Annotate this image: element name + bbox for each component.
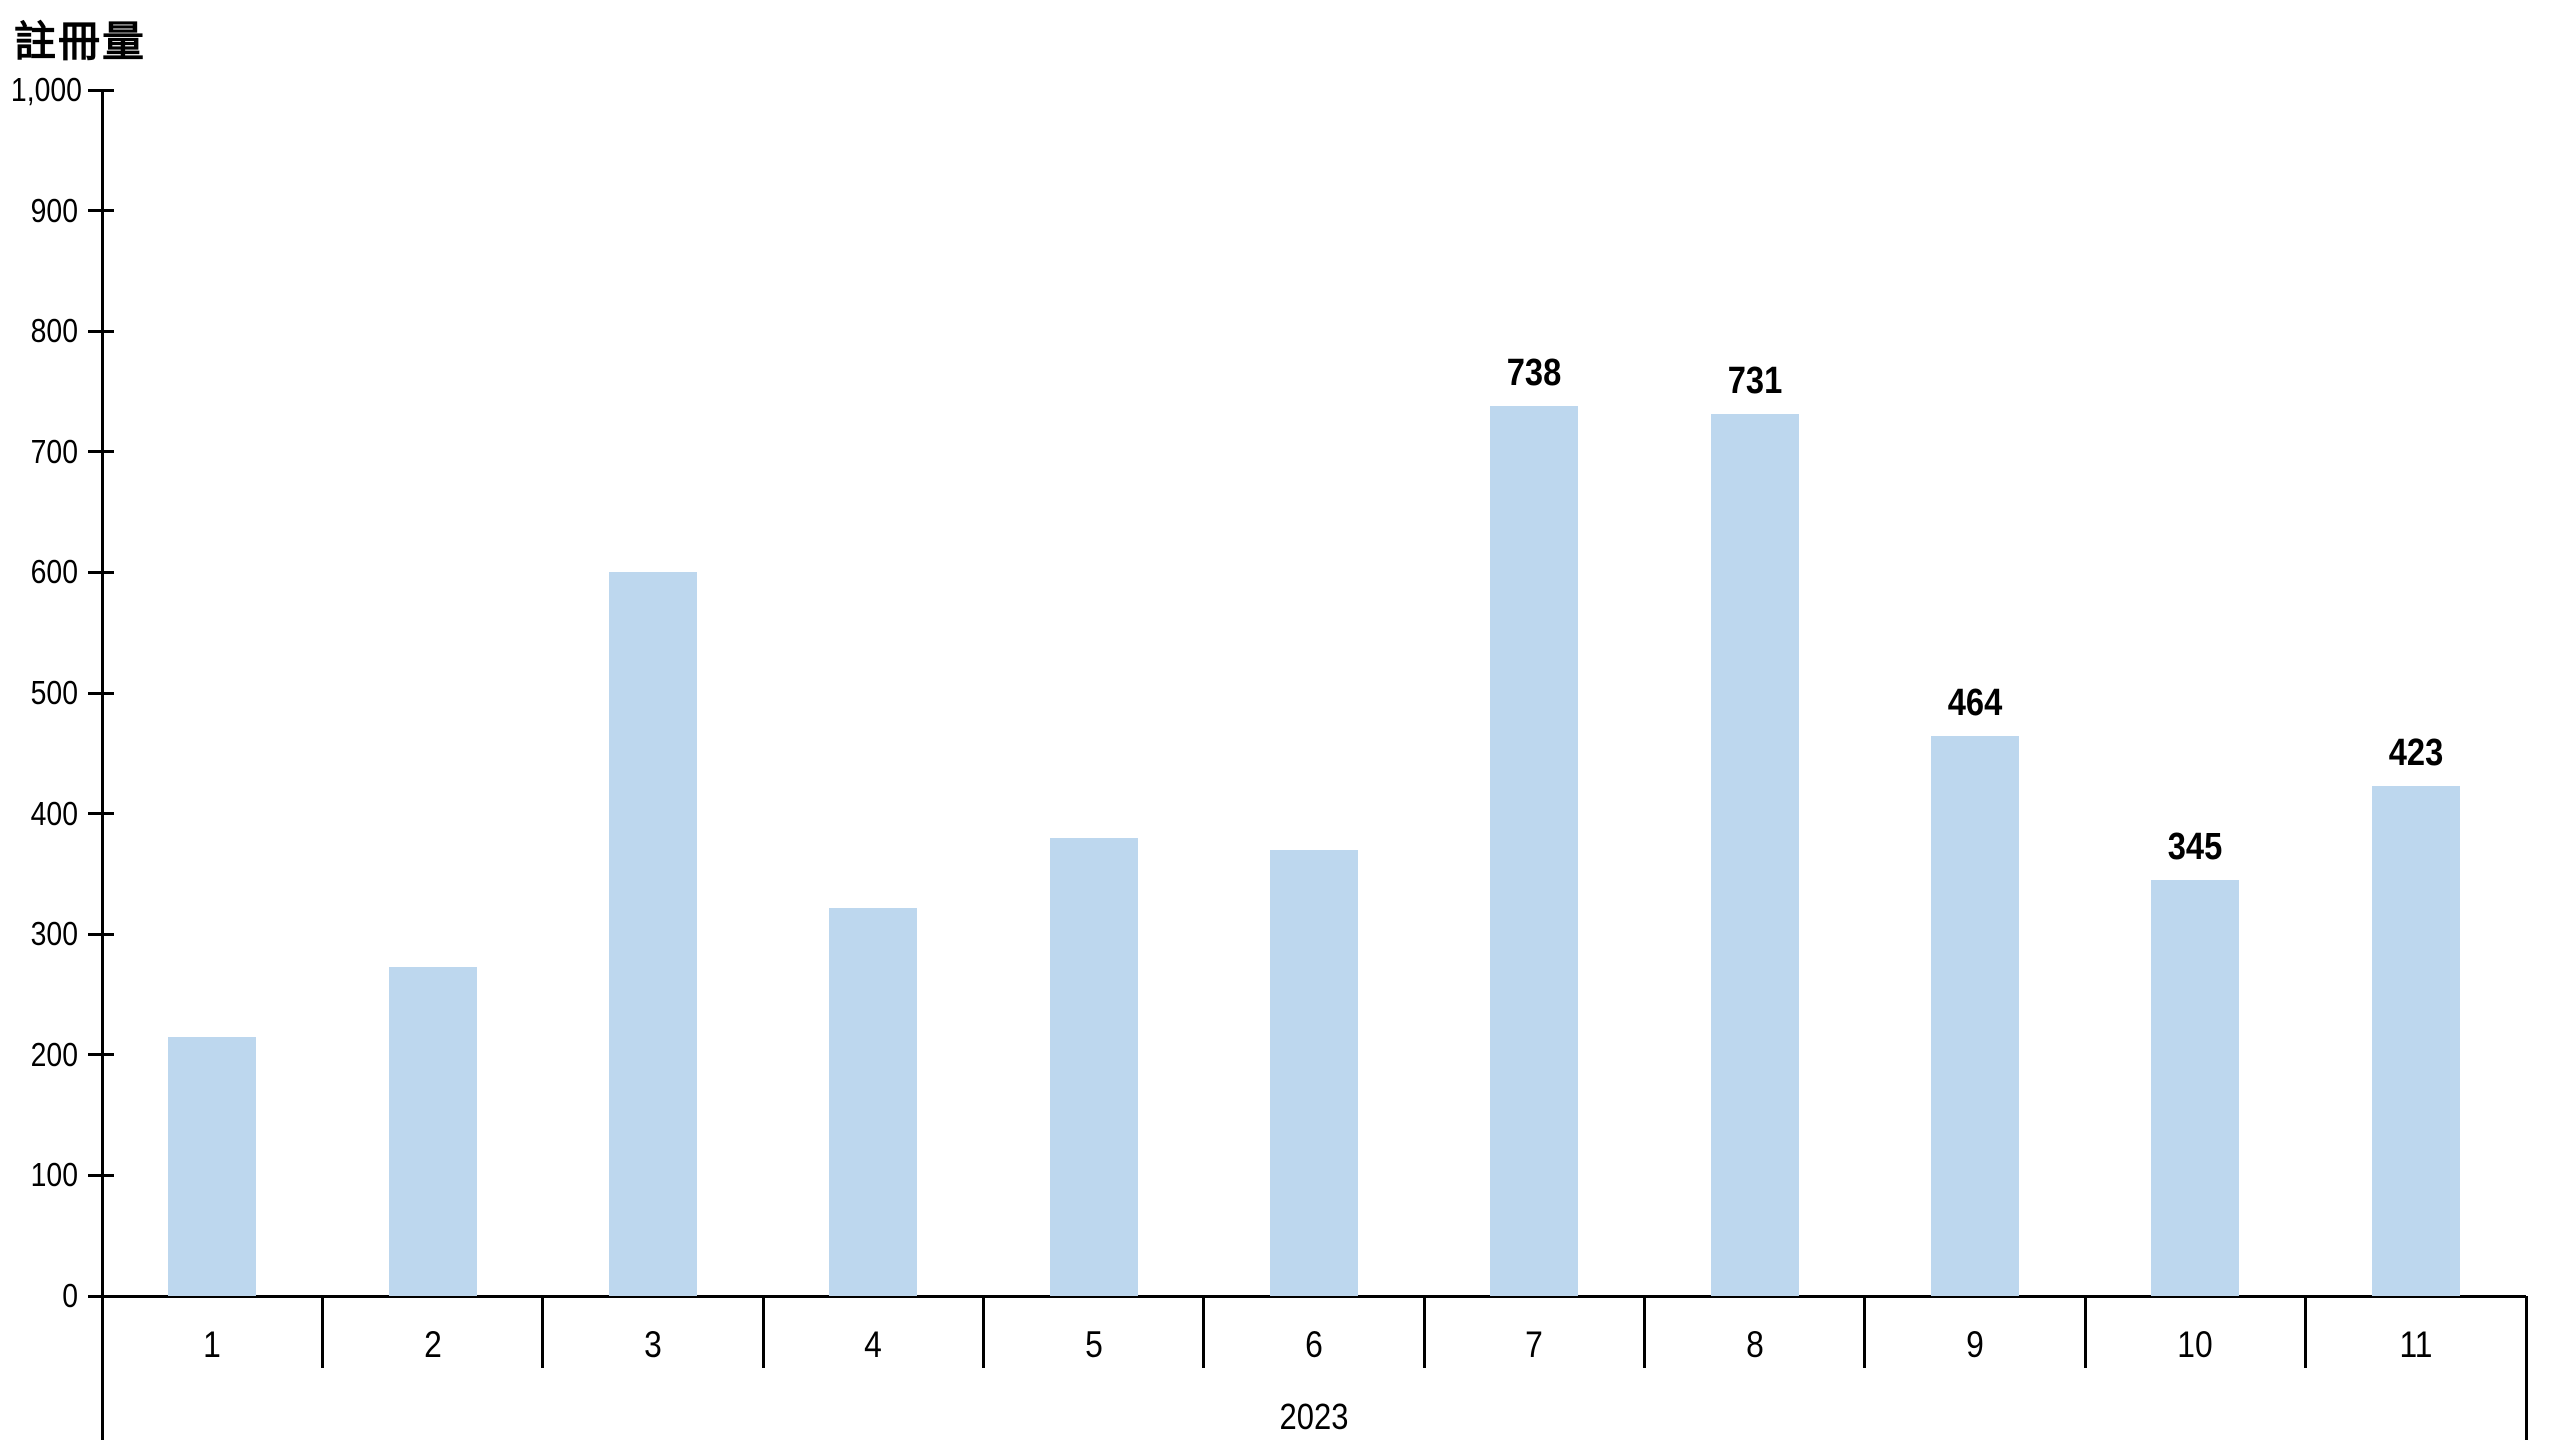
y-axis-tick	[88, 1053, 114, 1056]
bar	[2151, 880, 2239, 1296]
category-separator	[1863, 1296, 1866, 1368]
y-axis-tick	[88, 692, 114, 695]
category-separator	[1643, 1296, 1646, 1368]
category-separator	[1202, 1296, 1205, 1368]
bar-value-label: 423	[2388, 732, 2444, 774]
bar-value-label: 345	[2167, 826, 2223, 868]
category-separator	[1423, 1296, 1426, 1368]
y-axis-tick-label: 1,000	[10, 71, 82, 108]
y-axis-tick	[88, 330, 114, 333]
x-axis-line	[88, 1295, 2526, 1298]
y-axis-tick	[88, 89, 114, 92]
x-axis-category-label: 5	[1085, 1324, 1103, 1365]
y-axis-tick-label: 100	[30, 1156, 78, 1193]
y-axis-tick	[88, 571, 114, 574]
x-axis-right-boundary	[2525, 1296, 2528, 1440]
y-axis-tick	[88, 1174, 114, 1177]
x-axis-category-label: 7	[1525, 1324, 1543, 1365]
y-axis-tick-label: 200	[30, 1036, 78, 1073]
y-axis-tick	[88, 1295, 114, 1298]
bar	[1050, 838, 1138, 1296]
y-axis-tick-label: 400	[30, 795, 78, 832]
y-axis-tick-label: 600	[30, 553, 78, 590]
bar-value-label: 464	[1947, 682, 2003, 724]
x-axis-category-label: 6	[1305, 1324, 1323, 1365]
x-axis-category-label: 2	[424, 1324, 442, 1365]
bar	[1270, 850, 1358, 1296]
y-axis-tick	[88, 209, 114, 212]
y-axis-tick-label: 700	[30, 433, 78, 470]
bar	[1711, 414, 1799, 1296]
x-axis-group-label: 2023	[1279, 1396, 1349, 1437]
category-separator	[321, 1296, 324, 1368]
bar	[2372, 786, 2460, 1296]
y-axis-tick	[88, 812, 114, 815]
y-axis-tick-label: 500	[30, 674, 78, 711]
category-separator	[2304, 1296, 2307, 1368]
category-separator	[541, 1296, 544, 1368]
category-separator	[762, 1296, 765, 1368]
bar	[609, 572, 697, 1296]
x-axis-category-label: 9	[1966, 1324, 1984, 1365]
x-axis-category-label: 1	[203, 1324, 221, 1365]
bar-value-label: 738	[1506, 352, 1562, 394]
bar-value-label: 731	[1727, 360, 1783, 402]
y-axis-tick	[88, 933, 114, 936]
bar	[1931, 736, 2019, 1296]
x-axis-category-label: 3	[644, 1324, 662, 1365]
x-axis-category-label: 11	[2399, 1324, 2433, 1365]
y-axis-tick-label: 800	[30, 312, 78, 349]
y-axis-line	[101, 90, 104, 1440]
bar	[389, 967, 477, 1296]
bar	[168, 1037, 256, 1296]
y-axis-tick-label: 0	[62, 1277, 78, 1314]
bar	[829, 908, 917, 1296]
y-axis-tick	[88, 450, 114, 453]
y-axis-title: 註冊量	[14, 18, 147, 65]
category-separator	[982, 1296, 985, 1368]
x-axis-category-label: 10	[2177, 1324, 2213, 1365]
y-axis-tick-label: 300	[30, 915, 78, 952]
y-axis-tick-label: 900	[30, 192, 78, 229]
bar	[1490, 406, 1578, 1296]
x-axis-category-label: 8	[1746, 1324, 1764, 1365]
category-separator	[2084, 1296, 2087, 1368]
x-axis-category-label: 4	[864, 1324, 882, 1365]
